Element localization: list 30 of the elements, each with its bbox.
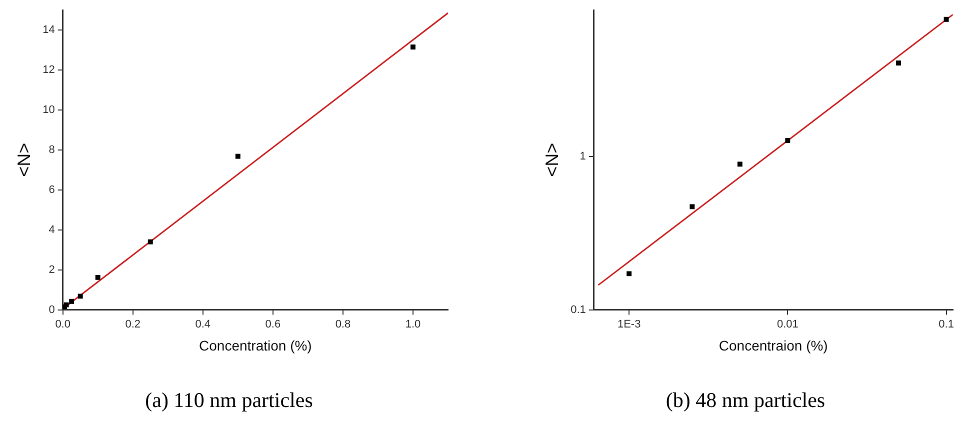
y-tick-label: 14: [42, 24, 55, 36]
x-axis-title: Concentraion (%): [718, 337, 828, 354]
point: [148, 239, 153, 244]
x-tick-label: 1E-3: [617, 318, 641, 330]
point: [69, 298, 74, 304]
x-tick-label: 0.2: [125, 318, 141, 330]
x-tick-label: 0.4: [195, 318, 211, 330]
y-tick-label: 2: [48, 264, 55, 276]
text: (a) 110 nm particles: [145, 388, 313, 412]
y-tick-label: 10: [42, 104, 55, 116]
x-axis-title: Concentration (%): [199, 337, 312, 354]
x-tick-label: 0.1: [938, 318, 954, 330]
point: [78, 294, 83, 299]
point: [95, 274, 100, 280]
y-tick-label: 4: [48, 224, 55, 236]
x-tick-label: 0.8: [335, 318, 351, 330]
y-tick-label: 1: [580, 150, 586, 162]
x-tick-label: 0.0: [55, 318, 70, 330]
y-axis-title: <N>: [542, 142, 562, 177]
y-tick-label: 12: [42, 64, 55, 76]
x-tick-label: 1.0: [405, 318, 421, 330]
y-axis-title: <N>: [14, 142, 34, 177]
point: [235, 154, 240, 159]
y-tick-label: 8: [48, 144, 55, 156]
x-tick-label: 0.6: [265, 318, 281, 330]
y-tick-label: 0: [48, 304, 55, 316]
text: (b) 48 nm particles: [666, 388, 826, 412]
x-tick-label: 0.01: [776, 318, 798, 330]
point: [410, 44, 416, 50]
y-tick-label: 6: [48, 184, 55, 196]
